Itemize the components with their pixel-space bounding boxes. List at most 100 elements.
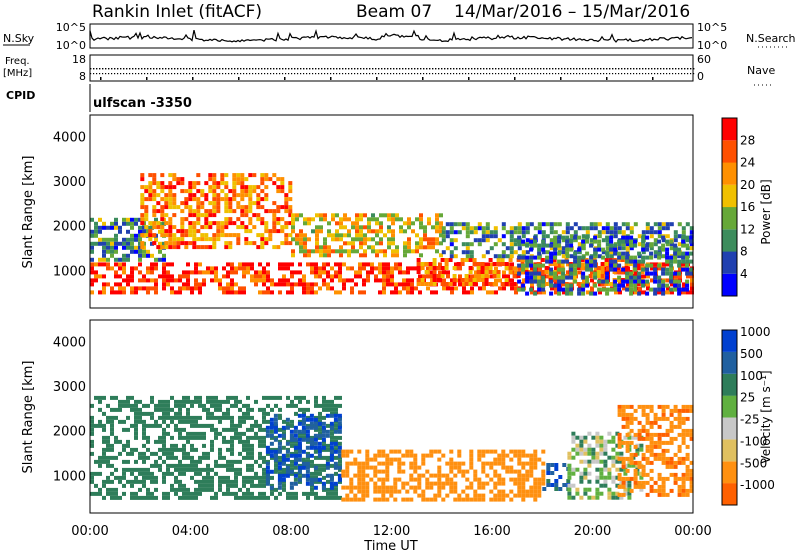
heatmap-cell-power [524, 266, 529, 270]
heatmap-cell-power [669, 239, 674, 244]
heatmap-cell-power [617, 287, 622, 292]
heatmap-cell-velocity [290, 439, 294, 444]
heatmap-cell-velocity [449, 469, 454, 474]
heatmap-cell-velocity [186, 407, 190, 412]
heatmap-cell-velocity [270, 407, 274, 412]
heatmap-cell-power [220, 181, 225, 186]
heatmap-cell-velocity [302, 395, 306, 400]
heatmap-cell-power [248, 193, 253, 198]
heatmap-cell-velocity [262, 443, 266, 448]
nave-dot [225, 73, 227, 75]
heatmap-cell-power [561, 250, 566, 255]
heatmap-cell-power [489, 230, 494, 235]
heatmap-cell-velocity [281, 477, 286, 482]
heatmap-cell-power [390, 278, 394, 283]
heatmap-cell-velocity [162, 475, 166, 480]
heatmap-cell-power [168, 233, 173, 238]
heatmap-cell-velocity [285, 469, 290, 474]
heatmap-cell-power [260, 241, 265, 246]
heatmap-cell-velocity [158, 399, 162, 404]
heatmap-cell-power [530, 290, 534, 295]
heatmap-cell-velocity [274, 395, 278, 400]
heatmap-cell-power [240, 193, 245, 198]
heatmap-cell-velocity [587, 463, 592, 468]
heatmap-cell-velocity [190, 443, 194, 448]
heatmap-cell-power [138, 237, 142, 242]
heatmap-cell-power [581, 239, 586, 244]
heatmap-cell-velocity [90, 403, 94, 408]
freq-dot [423, 68, 425, 70]
heatmap-cell-power [343, 249, 347, 254]
heatmap-cell-power [236, 201, 241, 206]
heatmap-cell-power [505, 246, 510, 251]
heatmap-cell-velocity [206, 451, 210, 456]
heatmap-cell-velocity [329, 445, 334, 450]
heatmap-cell-velocity [669, 424, 674, 429]
heatmap-cell-power [620, 270, 625, 274]
heatmap-cell-power [573, 255, 578, 260]
heatmap-cell-velocity [146, 411, 150, 416]
heatmap-cell-power [653, 254, 658, 259]
heatmap-cell-velocity [685, 444, 690, 449]
heatmap-cell-power [178, 290, 182, 295]
heatmap-cell-power [657, 246, 662, 251]
heatmap-cell-power [347, 217, 351, 222]
heatmap-cell-velocity [477, 453, 482, 458]
heatmap-cell-velocity [397, 489, 402, 494]
freq-dot [378, 68, 380, 70]
heatmap-cell-velocity [489, 477, 494, 482]
heatmap-cell-power [541, 234, 546, 239]
nsky-line [89, 29, 693, 43]
heatmap-cell-velocity [285, 449, 290, 454]
heatmap-cell-velocity [583, 467, 588, 472]
heatmap-cell-velocity [158, 463, 162, 468]
heatmap-cell-velocity [134, 475, 138, 480]
heatmap-cell-power [276, 185, 281, 190]
heatmap-cell-velocity [653, 452, 658, 457]
heatmap-cell-velocity [405, 497, 410, 502]
heatmap-cell-velocity [134, 431, 138, 436]
heatmap-cell-power [424, 282, 429, 286]
heatmap-cell-velocity [649, 404, 654, 409]
heatmap-cell-power [90, 257, 94, 262]
heatmap-cell-power [367, 245, 371, 250]
heatmap-cell-velocity [305, 453, 310, 458]
freq-dot [588, 68, 590, 70]
heatmap-cell-power [441, 238, 446, 243]
heatmap-cell-velocity [262, 435, 266, 440]
heatmap-cell-power [367, 217, 371, 222]
heatmap-cell-power [343, 213, 347, 218]
heatmap-cell-velocity [166, 455, 170, 460]
heatmap-cell-power [198, 270, 202, 275]
freq-dot [288, 68, 290, 70]
heatmap-cell-power [358, 266, 362, 271]
heatmap-cell-power [578, 270, 582, 275]
heatmap-cell-velocity [617, 472, 622, 477]
heatmap-cell-velocity [130, 395, 134, 400]
heatmap-cell-power [411, 221, 415, 226]
heatmap-cell-power [476, 266, 481, 270]
heatmap-cell-power [403, 241, 407, 246]
heatmap-cell-power [343, 233, 347, 238]
freq-dot [381, 68, 383, 70]
heatmap-cell-power [513, 250, 518, 255]
heatmap-cell-velocity [290, 399, 294, 404]
vel-ytick-1000: 1000 [53, 469, 86, 484]
heatmap-cell-power [537, 230, 542, 235]
heatmap-cell-velocity [262, 479, 266, 484]
heatmap-cell-velocity [314, 479, 318, 484]
heatmap-cell-velocity [166, 471, 170, 476]
heatmap-cell-velocity [393, 485, 398, 490]
heatmap-cell-velocity [409, 497, 414, 502]
heatmap-cell-power [286, 266, 290, 271]
heatmap-cell-velocity [611, 439, 616, 444]
heatmap-cell-power [486, 262, 490, 267]
heatmap-cell-power [621, 222, 626, 227]
heatmap-cell-velocity [653, 480, 658, 485]
heatmap-cell-power [625, 242, 630, 247]
heatmap-cell-power [126, 217, 130, 222]
heatmap-cell-power [242, 262, 246, 267]
heatmap-cell-velocity [621, 424, 626, 429]
heatmap-cell-velocity [102, 483, 106, 488]
heatmap-cell-power [311, 229, 315, 234]
